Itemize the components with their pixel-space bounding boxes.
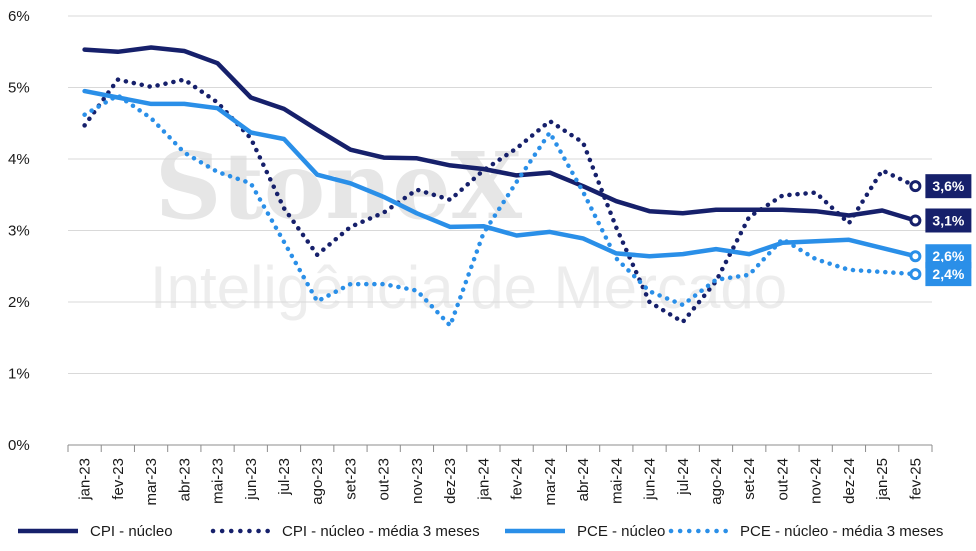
legend-label: PCE - núcleo - média 3 meses	[740, 523, 943, 540]
y-tick-label: 2%	[8, 294, 30, 311]
x-tick-label: abr-24	[575, 458, 592, 501]
y-tick-label: 6%	[8, 8, 30, 25]
x-tick-label: abr-23	[176, 458, 193, 501]
x-tick-label: jun-23	[243, 458, 260, 501]
x-tick-label: fev-23	[110, 458, 127, 500]
x-tick-label: jan-25	[874, 458, 891, 501]
series-line-2	[82, 77, 918, 325]
x-tick-label: ago-23	[309, 458, 326, 505]
x-axis: jan-23 fev-23 mar-23 abr-23 mai-23 jun-23 jul-…	[67, 444, 933, 506]
x-tick-label: fev-24	[509, 458, 526, 500]
legend-label: PCE - núcleo	[577, 523, 665, 540]
end-marker	[909, 180, 922, 193]
x-tick-label: nov-23	[409, 458, 426, 504]
y-tick-label: 3%	[8, 223, 30, 240]
end-marker	[909, 214, 922, 227]
legend-label: CPI - núcleo - média 3 meses	[282, 523, 480, 540]
x-tick-label: mai-24	[608, 458, 625, 504]
end-label-box	[925, 174, 972, 199]
x-tick-label: jun-24	[642, 458, 659, 501]
end-value-label: 2,4%	[932, 266, 964, 282]
end-label-box	[925, 208, 972, 233]
watermark-brand: StoneX	[155, 132, 523, 240]
y-axis-ticks: 0% 1% 2% 3% 4% 5% 6%	[8, 8, 30, 454]
x-tick-label: set-24	[741, 458, 758, 500]
x-tick-label: ago-24	[708, 458, 725, 505]
x-tick-label: out-23	[376, 458, 393, 501]
x-tick-label: mar-24	[542, 458, 559, 506]
end-value-label: 2,6%	[932, 248, 964, 264]
x-tick-label: out-24	[774, 458, 791, 501]
legend: CPI - núcleo CPI - núcleo - média 3 meses…	[18, 523, 943, 540]
y-tick-label: 4%	[8, 151, 30, 168]
end-marker	[909, 268, 922, 281]
y-tick-label: 5%	[8, 80, 30, 97]
end-marker	[909, 250, 922, 263]
x-tick-label: mar-23	[143, 458, 160, 506]
series-group	[82, 45, 918, 328]
series-line-1	[82, 45, 918, 223]
x-tick-label: dez-24	[841, 458, 858, 504]
y-tick-label: 0%	[8, 437, 30, 454]
legend-label: CPI - núcleo	[90, 523, 173, 540]
x-tick-label: jul-23	[276, 458, 293, 496]
x-tick-label: jan-24	[475, 458, 492, 501]
series-line-3	[82, 88, 918, 259]
end-label-box	[925, 262, 972, 287]
x-tick-label: set-23	[342, 458, 359, 500]
x-tick-label: jul-24	[675, 458, 692, 496]
end-labels: 3,1% 3,6% 2,6% 2,4%	[909, 174, 972, 287]
end-value-label: 3,1%	[932, 212, 964, 228]
x-tick-label: nov-24	[808, 458, 825, 504]
y-tick-label: 1%	[8, 366, 30, 383]
x-tick-label: dez-23	[442, 458, 459, 504]
watermark: StoneX Inteligência de Mercado	[150, 132, 787, 321]
end-value-label: 3,6%	[932, 178, 964, 194]
x-tick-label: mai-23	[210, 458, 227, 504]
x-tick-label: jan-23	[77, 458, 94, 501]
x-tick-label: fev-25	[907, 458, 924, 500]
watermark-tagline: Inteligência de Mercado	[150, 254, 787, 321]
